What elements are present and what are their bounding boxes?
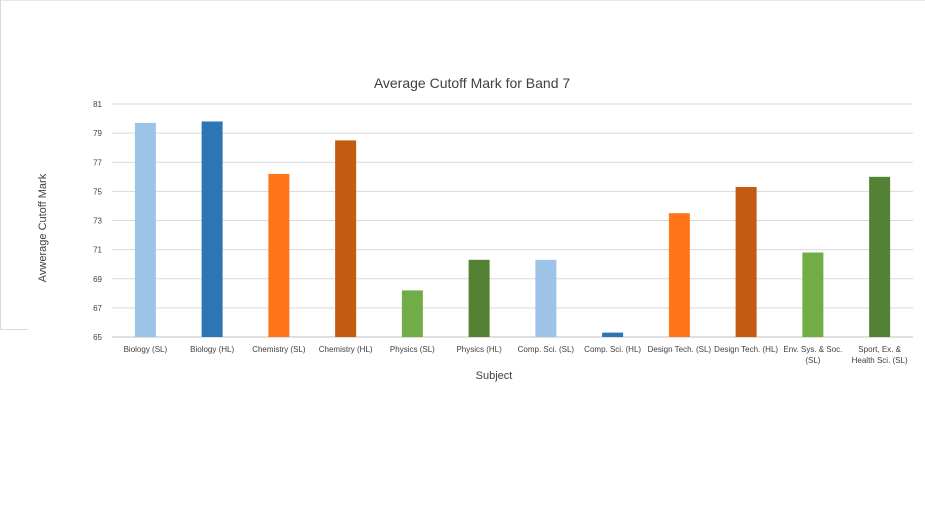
- bar: [869, 176, 891, 337]
- bar: [335, 140, 357, 337]
- y-tick-label: 67: [93, 304, 102, 313]
- x-category-label: Chemistry (SL): [252, 345, 306, 354]
- x-category-label: Physics (HL): [456, 345, 502, 354]
- bar: [602, 332, 624, 337]
- x-category-label: Env. Sys. & Soc.: [783, 345, 842, 354]
- x-category-label: Health Sci. (SL): [852, 356, 908, 365]
- bar: [134, 122, 156, 338]
- x-category-label: Biology (HL): [190, 345, 234, 354]
- x-category-label: Design Tech. (HL): [714, 345, 778, 354]
- x-category-label: Design Tech. (SL): [648, 345, 712, 354]
- bars: [134, 121, 891, 338]
- bar: [802, 252, 824, 337]
- panel-left-border: [0, 0, 1, 330]
- chart-title: Average Cutoff Mark for Band 7: [374, 75, 571, 91]
- x-category-label: (SL): [805, 356, 820, 365]
- x-category-label: Biology (SL): [124, 345, 168, 354]
- gridlines: [112, 103, 913, 338]
- y-tick-label: 79: [93, 129, 102, 138]
- bar: [401, 290, 423, 337]
- y-axis-title: Avwerage Cutoff Mark: [37, 173, 49, 282]
- y-tick-label: 75: [93, 187, 102, 196]
- bar: [668, 213, 690, 337]
- x-category-label: Physics (SL): [390, 345, 435, 354]
- x-axis-title: Subject: [476, 370, 513, 382]
- y-tick-label: 71: [93, 246, 102, 255]
- y-tick-label: 81: [93, 100, 102, 109]
- bar: [468, 259, 490, 337]
- x-category-label: Chemistry (HL): [319, 345, 373, 354]
- x-axis-labels: Biology (SL) Biology (HL) Chemistry (SL) Ch…: [124, 345, 908, 365]
- panel-bottom-border: [0, 329, 28, 330]
- y-tick-label: 69: [93, 275, 102, 284]
- y-axis-ticks: 65 67 69 71 73 75 77 79 81: [93, 100, 102, 342]
- x-category-label: Comp. Sci. (SL): [518, 345, 575, 354]
- y-tick-label: 77: [93, 158, 102, 167]
- bar: [735, 187, 757, 337]
- bar: [535, 259, 557, 337]
- panel-top-border: [0, 0, 925, 1]
- bar: [201, 121, 223, 337]
- y-tick-label: 65: [93, 333, 102, 342]
- x-category-label: Comp. Sci. (HL): [584, 345, 641, 354]
- y-tick-label: 73: [93, 217, 102, 226]
- x-category-label: Sport, Ex. &: [858, 345, 901, 354]
- bar: [268, 173, 290, 337]
